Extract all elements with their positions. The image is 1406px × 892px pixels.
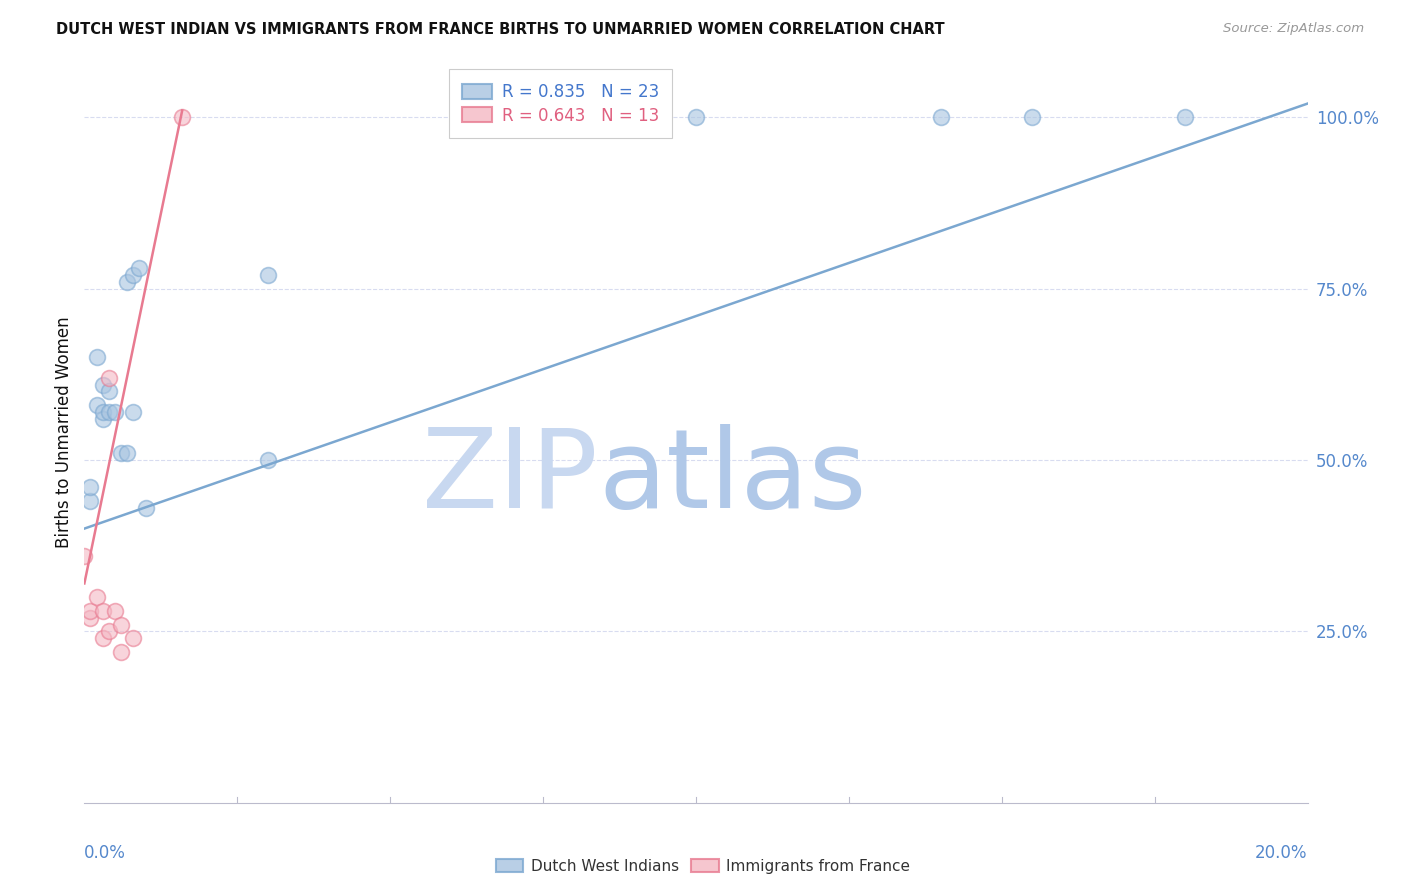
Point [115, 275, 138, 289]
Point [91, 412, 114, 426]
Y-axis label: Births to Unmarried Women: Births to Unmarried Women [55, 317, 73, 549]
Point [97, 624, 120, 639]
Point [86, 590, 108, 604]
Point [86, 398, 108, 412]
Point [257, 453, 280, 467]
Point [73, 549, 96, 563]
Point [86, 350, 108, 364]
Point [91, 377, 114, 392]
Point [1174, 110, 1197, 124]
Point [257, 268, 280, 282]
Point [91, 632, 114, 646]
Point [929, 110, 952, 124]
Point [128, 261, 150, 276]
Point [104, 604, 127, 618]
Point [91, 604, 114, 618]
Point [79, 604, 101, 618]
Point [110, 617, 132, 632]
Text: 20.0%: 20.0% [1256, 844, 1308, 862]
Point [115, 446, 138, 460]
Point [685, 110, 707, 124]
Point [97, 405, 120, 419]
Text: Source: ZipAtlas.com: Source: ZipAtlas.com [1223, 22, 1364, 36]
Point [172, 110, 194, 124]
Text: atlas: atlas [598, 424, 866, 531]
Text: ZIP: ZIP [422, 424, 598, 531]
Point [1021, 110, 1043, 124]
Point [135, 501, 157, 516]
Point [122, 405, 145, 419]
Point [110, 446, 132, 460]
Point [79, 480, 101, 494]
Text: DUTCH WEST INDIAN VS IMMIGRANTS FROM FRANCE BIRTHS TO UNMARRIED WOMEN CORRELATIO: DUTCH WEST INDIAN VS IMMIGRANTS FROM FRA… [56, 22, 945, 37]
Point [91, 405, 114, 419]
Point [79, 610, 101, 624]
Point [122, 268, 145, 282]
Point [110, 645, 132, 659]
Point [79, 494, 101, 508]
Legend: Dutch West Indians, Immigrants from France: Dutch West Indians, Immigrants from Fran… [489, 853, 917, 880]
Point [122, 632, 145, 646]
Text: 0.0%: 0.0% [84, 844, 127, 862]
Legend: R = 0.835   N = 23, R = 0.643   N = 13: R = 0.835 N = 23, R = 0.643 N = 13 [454, 74, 668, 133]
Point [104, 405, 127, 419]
Point [97, 384, 120, 399]
Point [97, 371, 120, 385]
